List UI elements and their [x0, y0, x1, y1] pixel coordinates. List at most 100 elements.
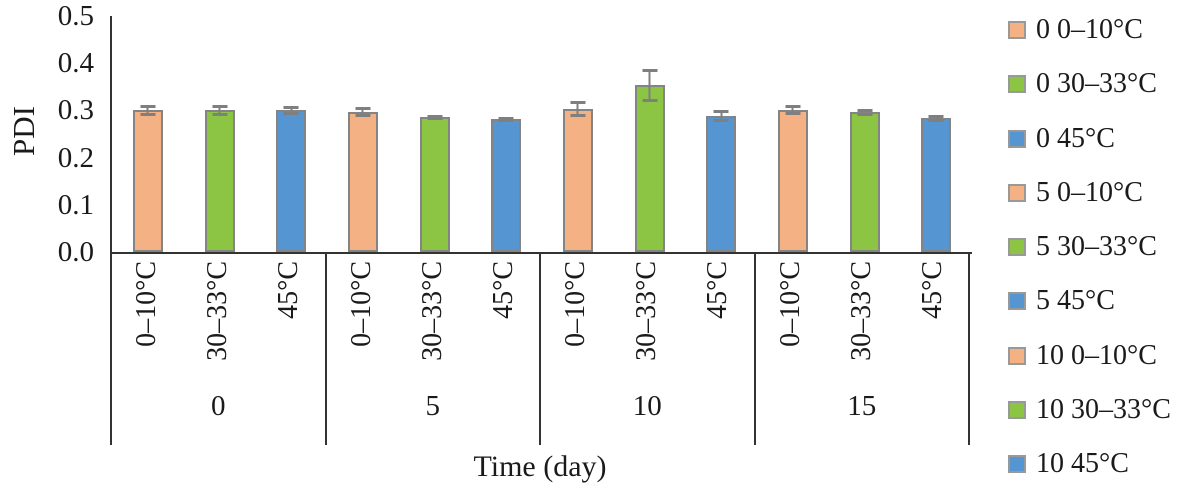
legend-swatch-icon [1008, 183, 1026, 202]
error-bar-cap-top [212, 104, 227, 108]
legend-item: 0 0–10°C [1008, 14, 1171, 46]
x-subcategory-cell: 0–10°C [327, 252, 398, 390]
error-bar-line [218, 104, 221, 117]
legend-swatch-icon [1008, 292, 1026, 311]
x-subcategory-cell: 0–10°C [541, 252, 612, 390]
x-subcategory-label: 45°C [273, 261, 305, 319]
x-group-day-10: 0–10°C 30–33°C 45°C 10 [539, 252, 754, 445]
y-tick-label-0.2: 0.2 [57, 141, 94, 174]
error-bar-cap-top [283, 105, 299, 109]
bar-slot [900, 16, 972, 252]
x-subcategory-row: 0–10°C 30–33°C 45°C [112, 252, 325, 390]
bar-day10-0–10°C [562, 108, 593, 252]
error-bar [713, 110, 729, 122]
error-bar-cap-bottom [427, 117, 442, 121]
error-bar-cap-bottom [857, 113, 872, 117]
x-subcategory-label: 0–10°C [560, 261, 592, 347]
legend-label: 5 45°C [1036, 285, 1115, 317]
error-bar-cap-top [857, 108, 872, 112]
error-bar [355, 107, 371, 117]
error-bar-cap-top [355, 107, 371, 111]
error-bar [570, 100, 586, 118]
error-bar-line [720, 110, 723, 122]
bar-day5-30–33°C [419, 117, 450, 252]
legend-swatch-icon [1008, 129, 1026, 148]
y-tick-label-0.5: 0.5 [57, 0, 94, 32]
bar-group-day-10 [542, 16, 757, 252]
x-subcategory-cell: 45°C [254, 252, 325, 390]
x-group-day-0: 0–10°C 30–33°C 45°C 0 [110, 252, 325, 445]
legend-swatch-icon [1008, 21, 1026, 39]
error-bar-cap-bottom [785, 111, 801, 115]
bar-slot [255, 16, 327, 252]
error-bar-cap-top [498, 116, 514, 120]
x-group-day-5: 0–10°C 30–33°C 45°C 5 [324, 252, 540, 445]
bar-slot [327, 16, 399, 252]
error-bar-cap-top [928, 114, 944, 118]
x-subcategory-cell: 45°C [468, 252, 539, 390]
x-subcategory-row: 0–10°C 30–33°C 45°C [327, 252, 540, 390]
error-bar [642, 68, 657, 102]
y-tick-label-0.3: 0.3 [57, 94, 94, 127]
x-axis-category-table: 0–10°C 30–33°C 45°C 0 0–10°C 30–33°C 45°C 5 0–10… [110, 252, 970, 445]
bar-slot [829, 16, 901, 252]
error-bar-cap-bottom [642, 98, 657, 102]
error-bar-cap-top [427, 114, 442, 118]
error-bar-line [863, 108, 866, 117]
error-bar-cap-top [570, 100, 586, 104]
bar-day10-45°C [706, 116, 737, 252]
bar-slot [399, 16, 471, 252]
x-subcategory-cell: 30–33°C [826, 252, 897, 390]
x-group-label: 15 [847, 390, 877, 422]
legend-item: 0 30–33°C [1008, 68, 1171, 100]
x-group-day-15: 0–10°C 30–33°C 45°C 15 [753, 252, 970, 445]
bar-slot [685, 16, 757, 252]
bar-day0-30–33°C [204, 110, 235, 252]
error-bar-cap-bottom [355, 113, 371, 117]
bar-slot [184, 16, 256, 252]
legend-item: 5 45°C [1008, 285, 1171, 317]
x-group-label: 0 [211, 390, 226, 422]
legend: 0 0–10°C 0 30–33°C 0 45°C 5 0–10°C 5 30–33°C… [1008, 14, 1171, 480]
error-bar-cap-top [642, 68, 657, 72]
error-bar-line [576, 100, 579, 118]
error-bar [857, 108, 872, 117]
bar-slot [470, 16, 542, 252]
x-group-label: 5 [425, 390, 441, 422]
plot-area [110, 16, 972, 254]
legend-item: 10 30–33°C [1008, 394, 1171, 426]
error-bar-line [361, 107, 364, 117]
legend-label: 10 30–33°C [1036, 393, 1171, 425]
x-subcategory-cell: 30–33°C [612, 252, 683, 390]
bar-day0-0–10°C [132, 110, 163, 252]
error-bar-line [290, 105, 293, 116]
error-bar [212, 104, 227, 117]
bar-slot [112, 16, 184, 252]
bar-day5-45°C [491, 119, 522, 252]
error-bar-cap-bottom [570, 114, 586, 118]
x-subcategory-cell: 0–10°C [756, 252, 827, 390]
bar-day15-45°C [921, 118, 952, 252]
legend-swatch-icon [1008, 238, 1026, 256]
error-bar-cap-bottom [212, 113, 227, 117]
bar-group-day-15 [757, 16, 972, 252]
x-subcategory-row: 0–10°C 30–33°C 45°C [756, 252, 969, 390]
error-bar-line [146, 104, 149, 117]
x-subcategory-cell: 30–33°C [183, 252, 254, 390]
legend-label: 0 0–10°C [1036, 14, 1143, 45]
bar-group-day-5 [327, 16, 542, 252]
x-subcategory-label: 30–33°C [631, 261, 663, 361]
bar-slot [614, 16, 686, 252]
bar-day10-30–33°C [634, 85, 665, 252]
x-subcategory-label: 45°C [487, 261, 519, 319]
x-subcategory-label: 0–10°C [345, 261, 377, 347]
legend-swatch-icon [1008, 400, 1026, 419]
legend-item: 10 0–10°C [1008, 340, 1171, 372]
x-subcategory-label: 0–10°C [131, 261, 163, 347]
x-subcategory-label: 30–33°C [416, 261, 448, 361]
x-subcategory-cell: 45°C [683, 252, 754, 390]
y-tick-label-0.4: 0.4 [57, 47, 94, 80]
error-bar [427, 114, 442, 121]
legend-label: 0 30–33°C [1036, 68, 1157, 100]
legend-item: 5 0–10°C [1008, 177, 1171, 209]
